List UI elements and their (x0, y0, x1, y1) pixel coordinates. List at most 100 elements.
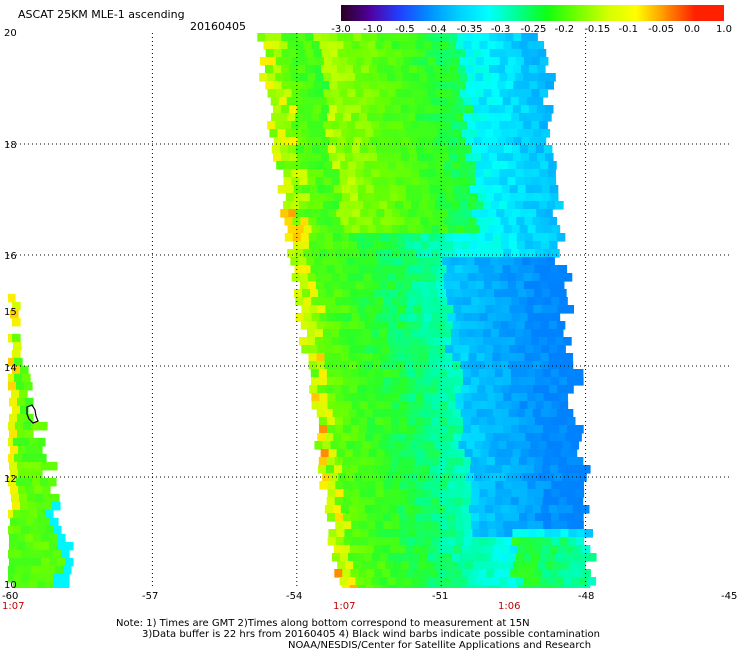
wind-cell (519, 401, 529, 410)
wind-cell (311, 297, 320, 306)
wind-cell (540, 321, 550, 330)
wind-cell (414, 497, 424, 506)
wind-cell (425, 49, 435, 58)
wind-cell (487, 145, 497, 154)
wind-cell (486, 97, 496, 106)
wind-cell (294, 265, 304, 274)
wind-cell (455, 297, 464, 306)
wind-cell (407, 249, 416, 258)
wind-cell (491, 89, 501, 98)
wind-cell (410, 257, 419, 266)
wind-cell (331, 281, 341, 290)
wind-cell (480, 153, 490, 162)
wind-cell (507, 553, 517, 562)
wind-cell (289, 81, 298, 90)
wind-cell (12, 405, 21, 415)
wind-cell (403, 201, 412, 210)
wind-cell (363, 281, 373, 290)
wind-cell (321, 65, 330, 74)
wind-cell (536, 105, 546, 114)
wind-cell (477, 345, 486, 354)
wind-cell (348, 161, 357, 170)
wind-cell (432, 449, 442, 458)
wind-cell (547, 337, 556, 346)
wind-cell (533, 465, 543, 474)
wind-cell (39, 421, 48, 431)
wind-cell (316, 241, 326, 250)
wind-cell (341, 193, 351, 202)
wind-cell (323, 201, 332, 210)
wind-cell (516, 353, 526, 362)
wind-cell (514, 441, 524, 450)
wind-cell (30, 453, 39, 463)
wind-cell (574, 457, 584, 466)
wind-cell (407, 225, 417, 234)
wind-cell (411, 577, 421, 586)
wind-cell (516, 321, 526, 330)
wind-cell (278, 97, 288, 106)
pass-time-west: 1:07 (2, 601, 25, 612)
wind-cell (324, 321, 334, 330)
wind-cell (467, 273, 477, 282)
wind-cell (437, 185, 447, 194)
wind-cell (337, 137, 347, 146)
wind-cell (551, 297, 560, 306)
wind-cell (461, 305, 470, 314)
wind-cell (380, 321, 390, 330)
wind-cell (506, 441, 516, 450)
wind-cell (540, 353, 550, 362)
wind-cell (330, 441, 340, 450)
wind-cell (284, 217, 294, 226)
wind-cell (383, 537, 393, 546)
wind-cell (22, 453, 31, 463)
wind-cell (547, 553, 557, 562)
wind-cell (539, 281, 549, 290)
wind-cell (336, 105, 346, 114)
wind-cell (359, 297, 368, 306)
wind-cell (406, 289, 415, 298)
wind-cell (334, 97, 344, 106)
wind-cell (338, 329, 348, 338)
wind-cell (528, 153, 538, 162)
wind-cell (343, 393, 352, 402)
wind-cell (421, 465, 431, 474)
wind-cell (460, 321, 470, 330)
wind-cell (496, 449, 506, 458)
wind-cell (301, 185, 311, 194)
wind-cell (481, 49, 491, 58)
wind-cell (539, 73, 548, 82)
wind-cell (520, 449, 530, 458)
wind-cell (414, 265, 424, 274)
wind-cell (376, 209, 385, 218)
wind-cell (548, 233, 558, 242)
wind-cell (523, 73, 532, 82)
wind-cell (411, 89, 421, 98)
wind-cell (372, 161, 381, 170)
wind-cell (350, 497, 360, 506)
wind-cell (495, 145, 505, 154)
wind-cell (392, 209, 401, 218)
wind-cell (392, 153, 402, 162)
wind-cell (352, 209, 361, 218)
wind-cell (555, 553, 565, 562)
wind-cell (521, 137, 531, 146)
wind-cell (476, 505, 486, 514)
wind-cell (504, 105, 514, 114)
wind-cell (413, 545, 423, 554)
wind-cell (410, 473, 419, 482)
wind-cell (24, 477, 33, 487)
wind-cell (413, 465, 423, 474)
wind-cell (543, 113, 552, 122)
wind-cell (423, 249, 432, 258)
wind-cell (515, 177, 525, 186)
wind-cell (419, 121, 428, 130)
wind-cell (514, 257, 523, 266)
wind-cell (323, 177, 333, 186)
wind-cell (364, 409, 374, 418)
wind-cell (315, 281, 325, 290)
wind-cell (435, 177, 445, 186)
wind-cell (353, 33, 362, 42)
wind-cell (575, 513, 584, 522)
wind-cell (415, 425, 424, 434)
wind-cell (477, 545, 487, 554)
